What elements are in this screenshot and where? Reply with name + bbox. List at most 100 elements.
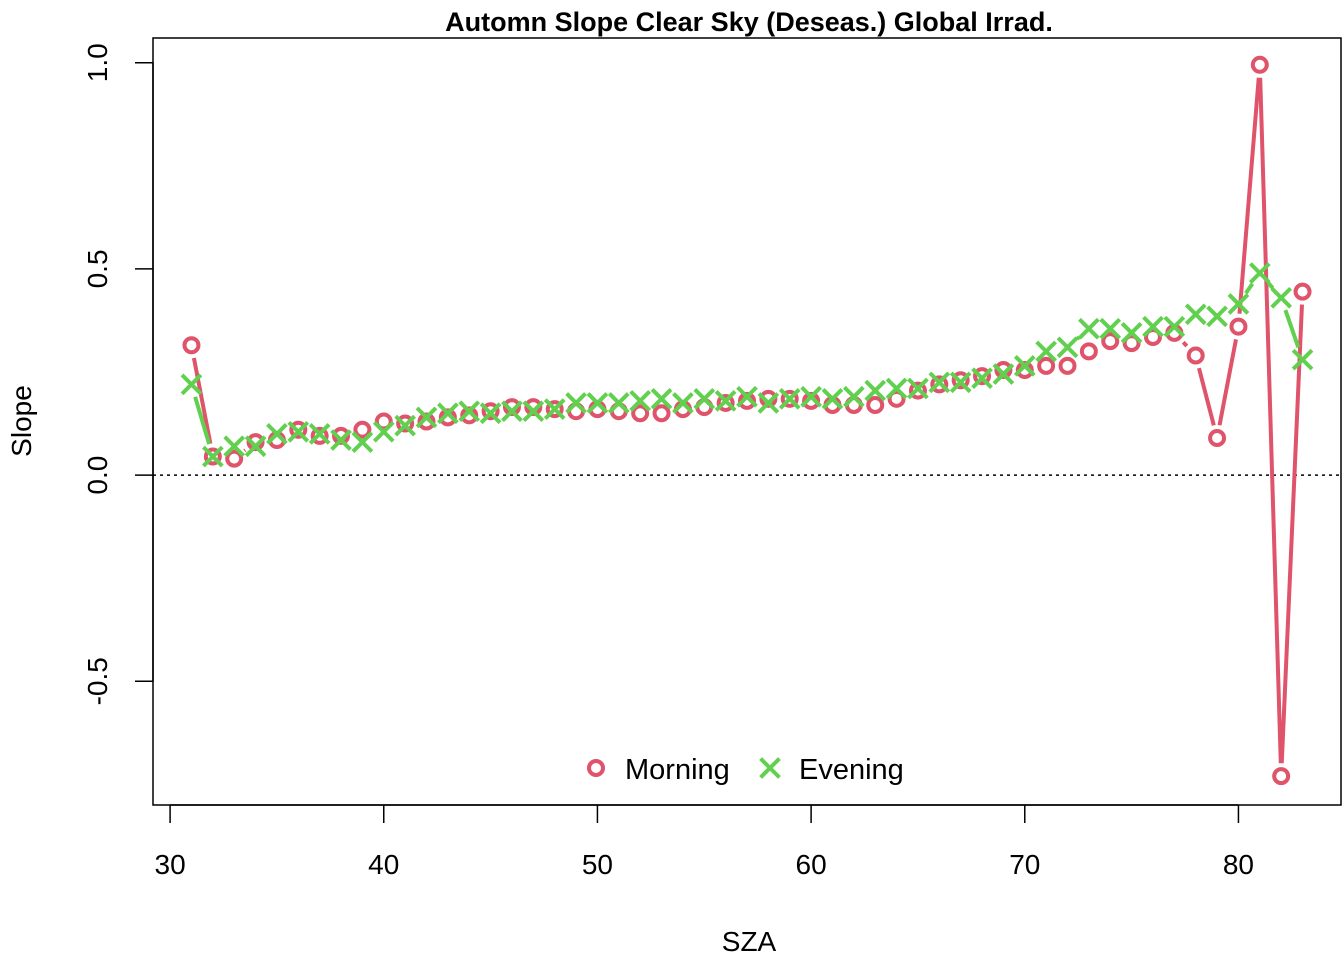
y-axis: -0.5 0.0 0.5 1.0: [82, 43, 154, 705]
morning-point: [182, 336, 201, 355]
evening-point: [1248, 262, 1271, 284]
evening-point: [928, 371, 951, 394]
morning-point: [716, 393, 735, 412]
morning-point: [246, 433, 265, 452]
evening-point: [821, 387, 844, 410]
morning-point: [631, 404, 650, 423]
evening-point: [1270, 286, 1292, 309]
evening-point: [1056, 336, 1079, 359]
morning-point: [652, 404, 671, 423]
morning-point: [1015, 360, 1034, 379]
evening-point: [843, 385, 865, 408]
y-tick-label: -0.5: [82, 657, 113, 705]
evening-point: [693, 387, 716, 410]
morning-line-segment: [191, 357, 213, 445]
evening-point: [607, 392, 630, 414]
evening-point: [1078, 317, 1100, 340]
morning-line-segment: [243, 448, 247, 453]
morning-point: [438, 408, 457, 427]
morning-point: [1101, 332, 1120, 351]
morning-line-segment: [1217, 339, 1238, 426]
evening-point: [351, 431, 374, 453]
evening-point: [308, 423, 331, 445]
evening-point: [543, 398, 566, 420]
morning-line-segment: [1237, 77, 1261, 314]
evening-point: [1206, 305, 1228, 328]
series-morning: [182, 55, 1312, 786]
evening-point: [1163, 315, 1186, 338]
series-layer: [180, 55, 1314, 786]
morning-point: [353, 420, 372, 439]
morning-point: [1058, 356, 1077, 375]
evening-point: [629, 390, 651, 412]
evening-point: [949, 371, 972, 394]
morning-point: [780, 389, 799, 408]
evening-point: [501, 400, 523, 423]
morning-point: [1229, 317, 1248, 336]
x-tick-label: 70: [1009, 849, 1040, 880]
morning-point: [802, 391, 821, 410]
x-tick-label: 80: [1223, 849, 1254, 880]
legend: Morning Evening: [587, 754, 904, 786]
evening-point: [415, 406, 438, 429]
morning-point: [738, 391, 756, 410]
morning-point: [994, 360, 1013, 379]
evening-point: [522, 400, 545, 423]
morning-point: [545, 400, 564, 419]
y-tick-label: 0.0: [82, 456, 113, 495]
morning-point: [417, 412, 436, 431]
evening-line-segment: [1244, 282, 1255, 295]
evening-point: [586, 392, 609, 414]
evening-point: [907, 377, 929, 400]
y-tick-label: 1.0: [82, 43, 113, 82]
y-axis-label: Slope: [6, 385, 37, 457]
morning-point: [1272, 767, 1291, 786]
evening-point: [800, 385, 822, 408]
evening-point: [330, 429, 352, 451]
plot-frame: [152, 37, 1342, 806]
evening-line-segment: [193, 396, 212, 445]
legend-morning-label: Morning: [625, 754, 730, 786]
evening-point: [650, 387, 673, 410]
x-tick-label: 30: [155, 849, 186, 880]
evening-point: [287, 420, 310, 443]
morning-point: [1122, 334, 1141, 353]
evening-line-segment: [1283, 309, 1301, 349]
morning-point: [908, 381, 927, 400]
evening-point: [714, 390, 737, 412]
morning-point: [1037, 356, 1056, 375]
morning-point: [1208, 428, 1227, 447]
morning-point: [887, 389, 906, 408]
morning-line-segment: [1258, 77, 1283, 764]
x-axis: 30 40 50 60 70 80: [155, 804, 1254, 880]
evening-point: [1142, 315, 1164, 338]
morning-point: [973, 367, 992, 386]
evening-point: [266, 423, 288, 445]
morning-point: [951, 371, 970, 390]
evening-point: [736, 385, 758, 408]
morning-line-segment: [1197, 367, 1216, 426]
evening-point: [757, 392, 780, 414]
evening-point: [458, 400, 481, 423]
evening-point: [479, 402, 502, 425]
morning-point: [289, 420, 308, 439]
evening-point: [1227, 293, 1250, 315]
evening-point: [1099, 317, 1122, 340]
evening-point: [223, 435, 246, 458]
legend-morning-marker: [587, 759, 605, 777]
x-tick-label: 50: [582, 849, 613, 880]
morning-point: [1250, 55, 1269, 74]
morning-point: [310, 426, 329, 445]
morning-point: [332, 426, 351, 445]
evening-point: [437, 402, 459, 425]
morning-point: [396, 414, 415, 433]
chart-title: Automn Slope Clear Sky (Deseas.) Global …: [445, 7, 1053, 37]
evening-point: [672, 392, 694, 414]
evening-point: [244, 435, 267, 458]
evening-point: [1291, 348, 1314, 371]
evening-point: [394, 414, 416, 437]
morning-point: [481, 402, 500, 421]
evening-point: [1120, 322, 1143, 344]
series-evening: [180, 262, 1314, 468]
morning-point: [203, 447, 222, 466]
